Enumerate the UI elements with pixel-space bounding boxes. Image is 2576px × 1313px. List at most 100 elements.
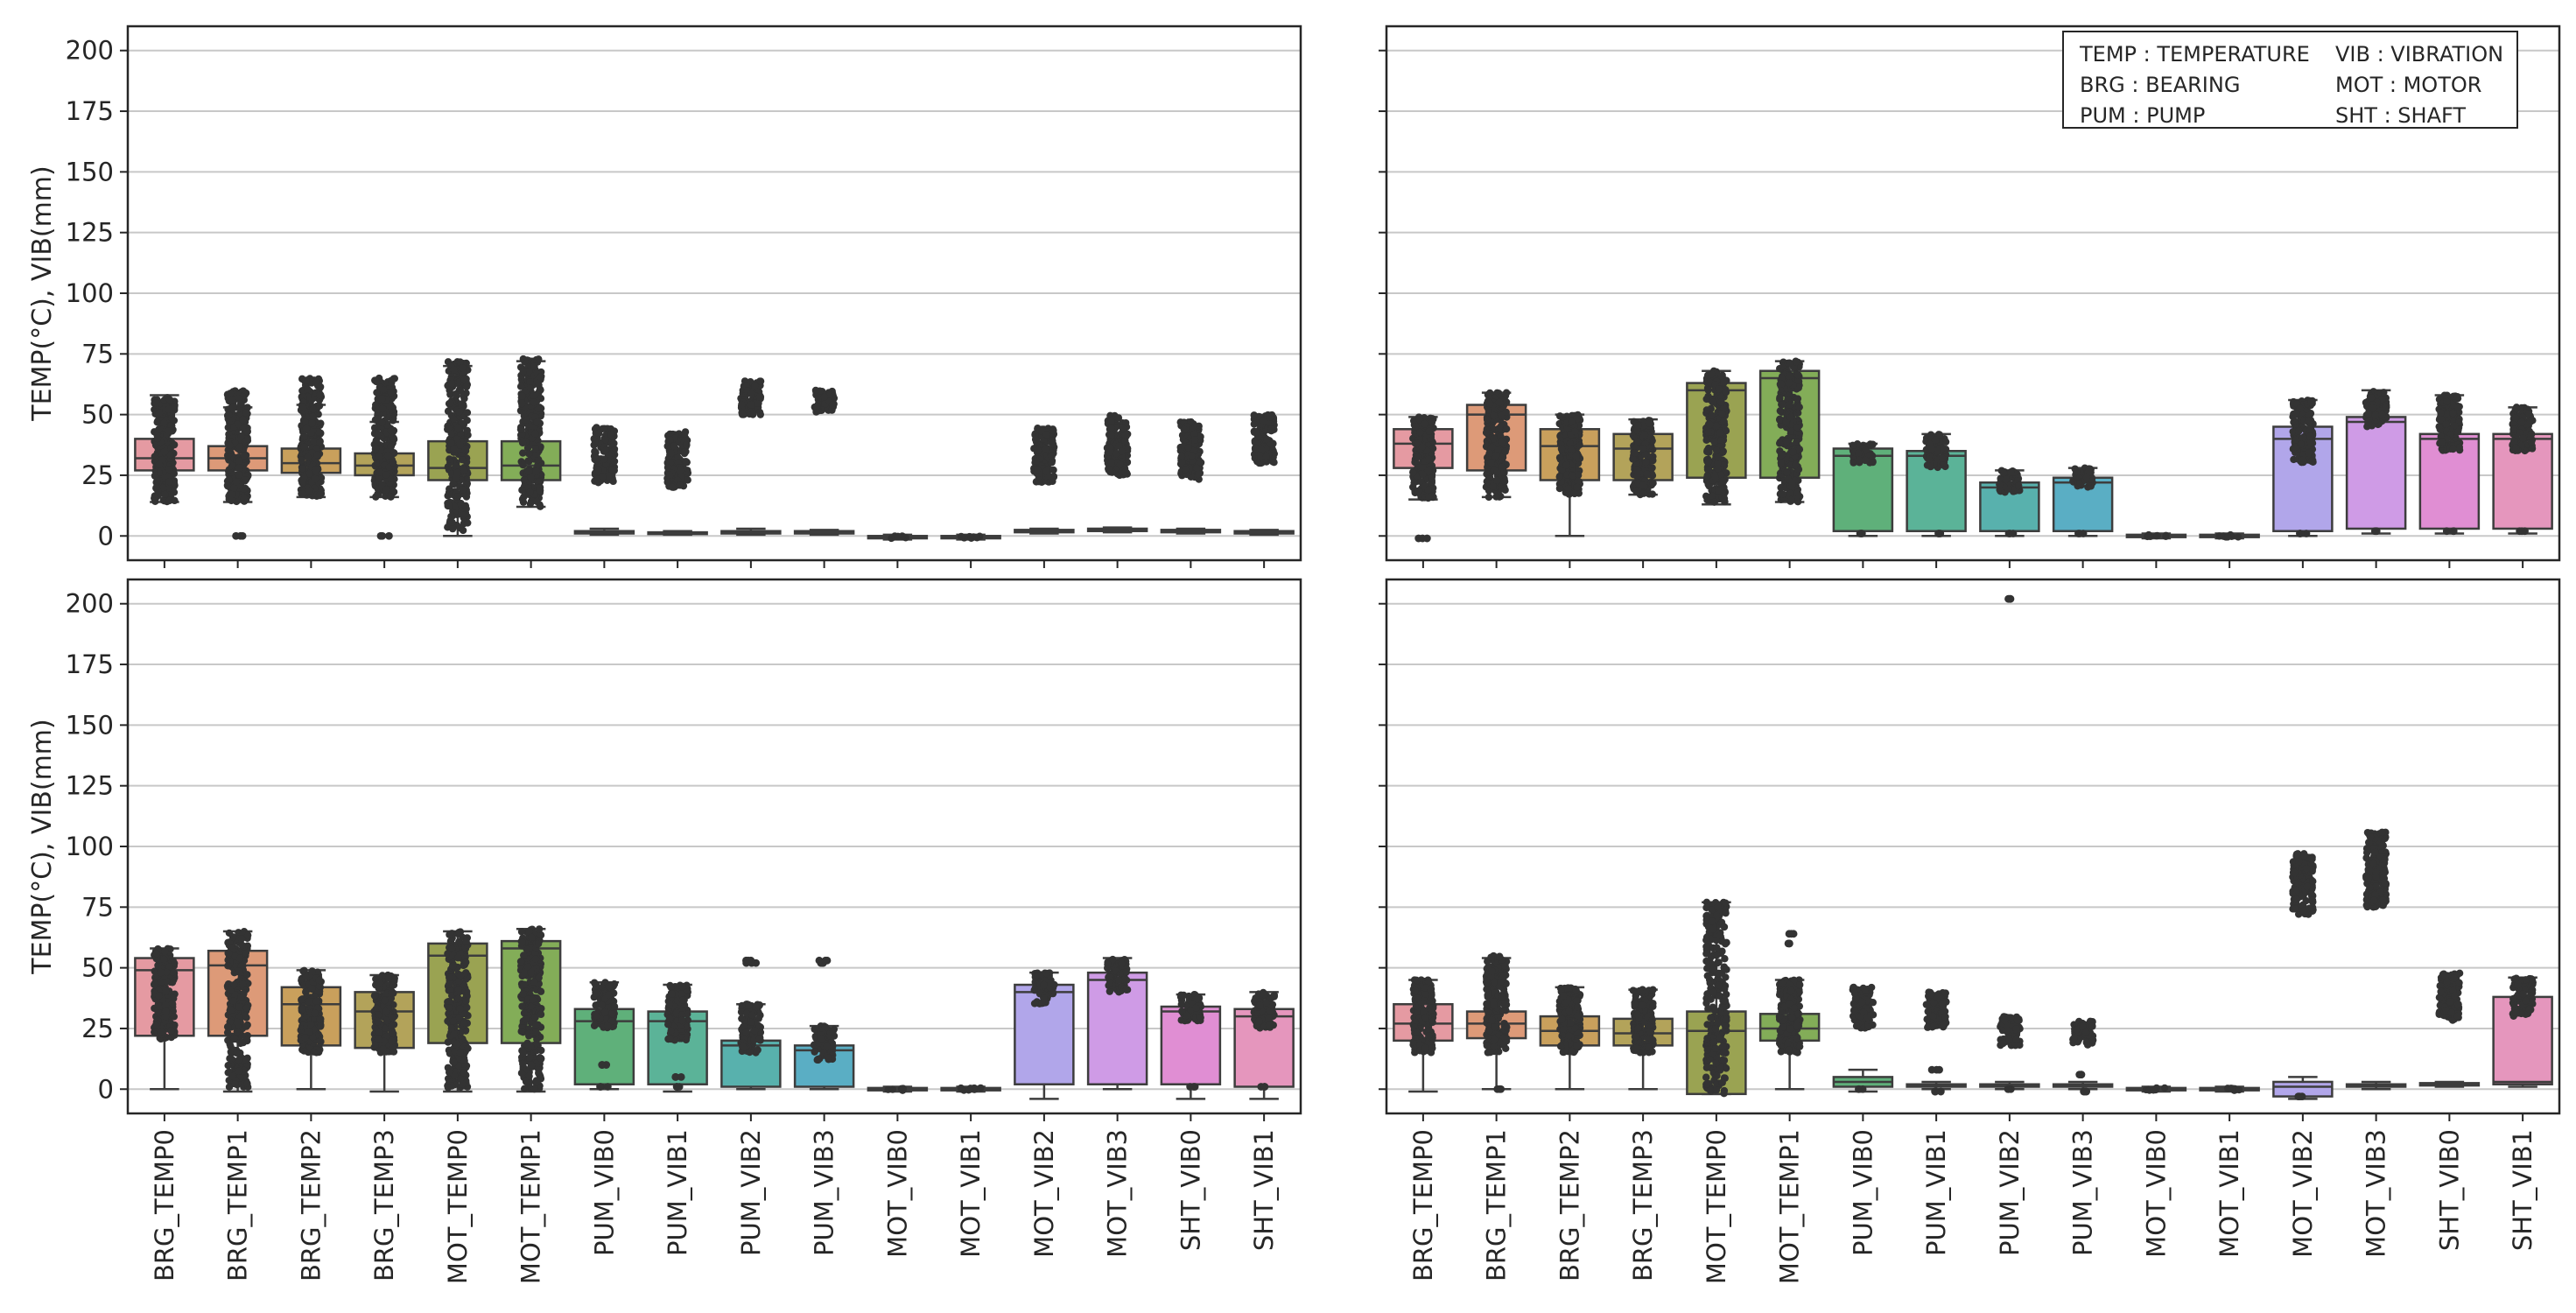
strip-point — [1714, 487, 1723, 495]
strip-point — [1788, 481, 1796, 488]
strip-point — [666, 436, 674, 444]
strip-point — [156, 409, 164, 417]
strip-point — [1250, 411, 1258, 419]
strip-point — [151, 453, 159, 460]
outlier-point — [385, 531, 393, 540]
strip-point — [2292, 436, 2300, 444]
strip-point — [755, 408, 764, 417]
strip-point — [375, 453, 383, 461]
box-pum-vib0 — [1832, 440, 1894, 537]
strip-point — [591, 437, 599, 446]
strip-point — [309, 412, 317, 421]
strip-point — [446, 502, 453, 510]
strip-point — [2307, 457, 2316, 466]
strip-point — [165, 405, 173, 413]
strip-point — [161, 490, 169, 498]
strip-point — [373, 389, 381, 397]
strip-point — [302, 376, 310, 384]
strip-point — [372, 377, 381, 386]
strip-point — [2007, 468, 2015, 476]
strip-point — [1425, 427, 1433, 435]
strip-point — [2509, 437, 2518, 446]
strip-point — [663, 463, 672, 472]
strip-point — [676, 481, 684, 489]
strip-point — [973, 534, 981, 542]
strip-point — [460, 376, 468, 384]
strip-point — [530, 398, 537, 406]
strip-point — [1107, 425, 1115, 432]
outlier-point — [2296, 530, 2305, 537]
y-axis-label: TEMP(°C), VIB(mm) — [27, 165, 58, 422]
strip-point — [1717, 398, 1725, 406]
box-brg-temp3 — [354, 374, 415, 540]
strip-point — [1571, 427, 1579, 436]
outlier-point — [1857, 530, 1866, 537]
strip-point — [1483, 416, 1492, 424]
strip-point — [298, 456, 305, 465]
strip-point — [676, 467, 684, 474]
strip-point — [235, 457, 243, 465]
strip-point — [2526, 418, 2535, 425]
strip-point — [312, 466, 319, 474]
outlier-point — [2449, 527, 2458, 536]
strip-point — [1927, 445, 1936, 453]
strip-point — [1931, 436, 1940, 444]
box-brg-temp0 — [134, 394, 195, 506]
strip-point — [375, 490, 383, 498]
strip-point — [2305, 449, 2313, 457]
strip-point — [2442, 420, 2450, 428]
strip-point — [1485, 449, 1493, 457]
strip-point — [2443, 397, 2451, 405]
strip-point — [223, 481, 232, 489]
strip-point — [1262, 453, 1270, 460]
box-sht-vib1 — [1233, 411, 1295, 537]
strip-point — [2085, 467, 2093, 474]
y-tick-label: 150 — [66, 157, 114, 186]
strip-point — [382, 486, 390, 494]
strip-point — [447, 439, 456, 447]
strip-point — [518, 392, 526, 400]
y-tick-label: 25 — [81, 1014, 114, 1043]
strip-point — [1633, 426, 1641, 434]
strip-point — [1711, 474, 1719, 481]
strip-point — [1486, 400, 1494, 408]
strip-point — [1649, 456, 1657, 465]
strip-point — [462, 383, 471, 391]
strip-point — [298, 479, 306, 487]
strip-point — [1706, 420, 1714, 429]
strip-point — [591, 447, 599, 455]
strip-point — [1107, 432, 1116, 439]
strip-point — [463, 426, 471, 435]
outlier-point — [2372, 527, 2381, 536]
strip-point — [2371, 411, 2380, 419]
strip-point — [171, 496, 179, 505]
strip-point — [665, 471, 674, 480]
strip-point — [165, 465, 173, 474]
strip-point — [165, 396, 174, 404]
strip-point — [1869, 440, 1877, 448]
strip-point — [1107, 459, 1115, 467]
strip-point — [235, 443, 244, 451]
strip-point — [2369, 404, 2377, 412]
strip-point — [1562, 460, 1570, 469]
strip-point — [448, 524, 457, 533]
strip-point — [738, 400, 746, 409]
strip-point — [537, 502, 544, 510]
strip-point — [304, 385, 312, 393]
strip-point — [531, 430, 539, 438]
strip-point — [1114, 414, 1123, 422]
strip-point — [748, 401, 755, 409]
strip-point — [166, 451, 175, 459]
strip-point — [2223, 533, 2232, 541]
outlier-point — [238, 531, 247, 540]
strip-point — [307, 429, 315, 437]
strip-point — [2455, 443, 2464, 452]
strip-point — [1718, 410, 1726, 418]
strip-point — [317, 474, 326, 482]
strip-point — [170, 469, 179, 478]
strip-point — [594, 466, 602, 474]
strip-point — [1702, 395, 1710, 404]
strip-point — [1776, 394, 1784, 402]
strip-point — [242, 409, 250, 417]
strip-point — [235, 464, 243, 472]
